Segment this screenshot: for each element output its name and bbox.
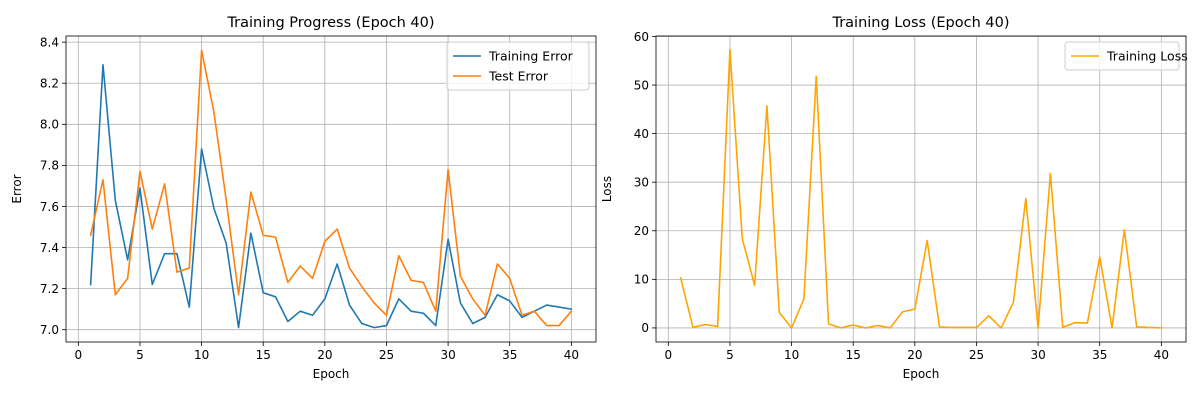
y-tick-label: 60 (634, 30, 649, 44)
y-tick-label: 40 (634, 127, 649, 141)
plot-frame (65, 35, 597, 343)
chart-title: Training Progress (Epoch 40) (226, 15, 434, 31)
training-loss-chart: 0 5 10 15 20 25 30 35 40 0 10 20 30 40 50 60 Training Lo… (600, 15, 1188, 381)
x-tick-label: 40 (1154, 348, 1169, 362)
y-tick-label: 0 (641, 321, 649, 335)
x-tick-label: 10 (194, 348, 209, 362)
x-tick-label: 5 (726, 348, 734, 362)
y-tick-label: 30 (634, 176, 649, 190)
x-tick-label: 35 (502, 348, 517, 362)
x-tick-label: 30 (440, 348, 455, 362)
y-tick-label: 7.4 (40, 241, 59, 255)
x-axis-label: Epoch (313, 367, 350, 381)
series-line (89, 63, 573, 329)
x-tick-label: 15 (846, 348, 861, 362)
y-axis-label: Loss (600, 176, 614, 202)
y-tick-label: 20 (634, 224, 649, 238)
y-tick-label: 7.8 (40, 159, 59, 173)
x-tick-label: 5 (136, 348, 144, 362)
legend-box (446, 41, 590, 91)
x-tick-label: 35 (1092, 348, 1107, 362)
training-progress-chart: 0 5 10 15 20 25 30 35 40 7.0 7.2 7.4 7.6 7.8 8.0 8.2 8.4… (10, 15, 597, 381)
legend-box (1064, 41, 1180, 71)
series-line (679, 48, 1163, 329)
legend-label: Training Error (488, 49, 574, 64)
y-tick-label: 8.4 (40, 35, 59, 49)
x-tick-label: 20 (907, 348, 922, 362)
chart-title: Training Loss (Epoch 40) (831, 15, 1009, 31)
series-line (89, 49, 573, 327)
x-tick-label: 40 (564, 348, 579, 362)
y-tick-label: 8.2 (40, 77, 59, 91)
x-tick-label: 20 (317, 348, 332, 362)
x-axis-label: Epoch (903, 367, 940, 381)
plot-frame (655, 35, 1187, 343)
x-tick-label: 0 (665, 348, 673, 362)
x-tick-label: 25 (379, 348, 394, 362)
x-tick-label: 30 (1030, 348, 1045, 362)
x-tick-label: 0 (75, 348, 83, 362)
y-tick-label: 7.6 (40, 200, 59, 214)
y-tick-label: 8.0 (40, 118, 59, 132)
y-tick-label: 7.0 (40, 323, 59, 337)
x-tick-label: 10 (784, 348, 799, 362)
y-tick-label: 50 (634, 78, 649, 92)
legend-label: Training Loss (1106, 49, 1188, 64)
x-tick-label: 15 (256, 348, 271, 362)
x-tick-label: 25 (969, 348, 984, 362)
legend-label: Test Error (488, 69, 549, 84)
y-axis-label: Error (10, 174, 24, 203)
y-tick-label: 10 (634, 273, 649, 287)
y-tick-label: 7.2 (40, 282, 59, 296)
